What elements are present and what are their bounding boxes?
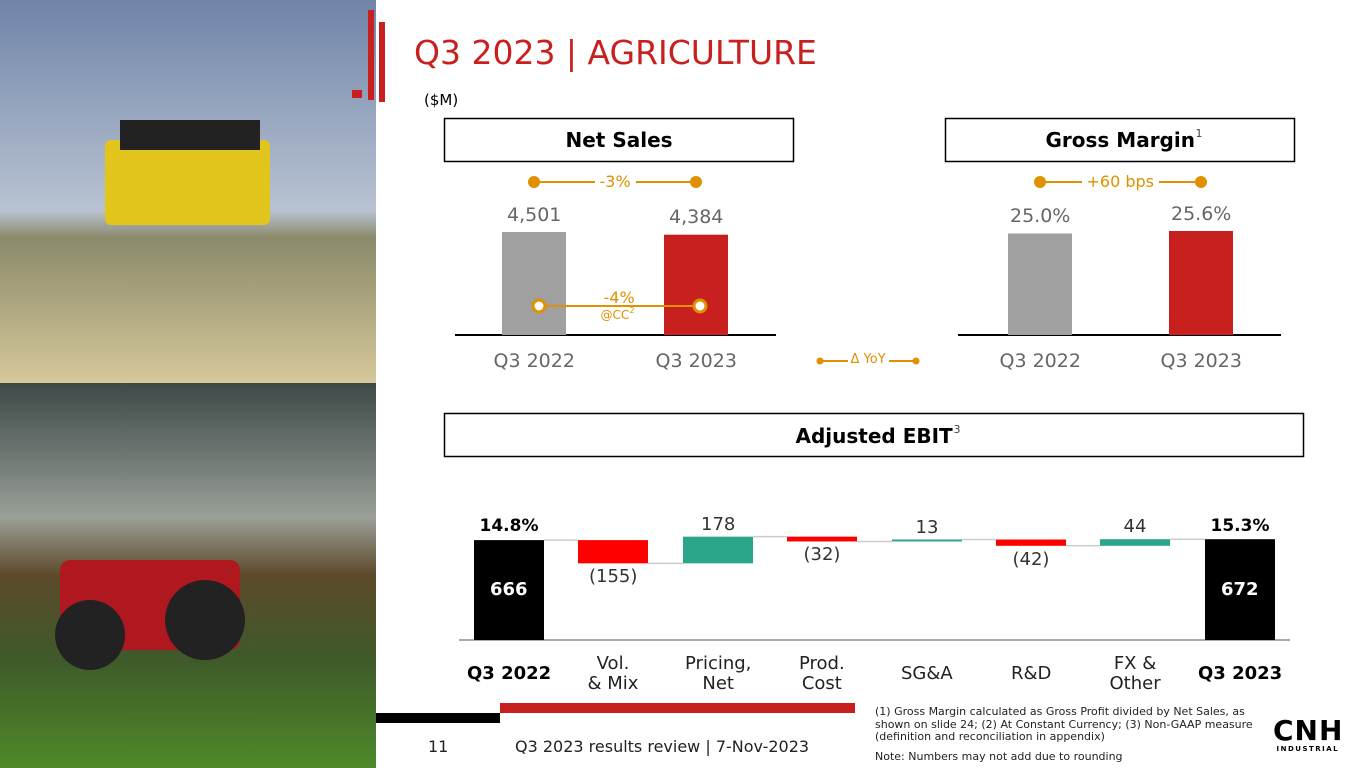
title-sup: 1 xyxy=(1195,127,1203,140)
x-tick-label: SG&A xyxy=(901,663,953,684)
tractor-wheel xyxy=(165,580,245,660)
bar xyxy=(787,536,857,542)
connector-dot xyxy=(692,298,708,314)
connector-dot xyxy=(531,298,547,314)
value-label: (32) xyxy=(803,544,841,566)
x-tick-label: Q3 2023 xyxy=(655,349,737,372)
value-label: 25.6% xyxy=(1171,202,1232,225)
change-cc-label: -4% xyxy=(603,288,635,307)
value-label: 178 xyxy=(701,513,736,535)
value-label: (42) xyxy=(1012,548,1050,570)
cc-note-sup: 2 xyxy=(629,305,635,315)
margin-label: 14.8% xyxy=(479,515,539,536)
bar xyxy=(892,539,962,542)
footer-bar xyxy=(376,713,500,723)
page-number: 11 xyxy=(428,737,449,756)
x-tick-label: Q3 2022 xyxy=(467,663,552,684)
connector-dot xyxy=(1195,176,1207,188)
connector-dot xyxy=(1034,176,1046,188)
x-tick-label: Prod. Cost xyxy=(799,653,845,694)
logo: CNH xyxy=(1273,713,1344,747)
value-label: 4,501 xyxy=(507,203,562,226)
accent xyxy=(379,22,385,102)
box xyxy=(443,412,1305,458)
bar xyxy=(578,540,648,564)
connector-dot xyxy=(690,176,702,188)
legend-label: Δ YoY xyxy=(847,352,889,368)
accent xyxy=(368,10,374,100)
value-label: (155) xyxy=(589,566,638,588)
cc-note: @CC xyxy=(600,307,630,322)
accent xyxy=(352,90,362,98)
x-tick-label: Q3 2022 xyxy=(493,349,575,372)
change-label: +60 bps xyxy=(1081,173,1159,191)
title-sup: 3 xyxy=(953,423,961,436)
x-tick-label: Vol. & Mix xyxy=(587,653,639,694)
logo-sub: INDUSTRIAL xyxy=(1276,745,1340,753)
legend-dot xyxy=(816,357,824,365)
x-tick-label: R&D xyxy=(1011,663,1052,684)
bar xyxy=(996,539,1066,546)
bar xyxy=(664,234,728,335)
combine-body xyxy=(105,140,270,225)
slide-title: Q3 2023 | AGRICULTURE xyxy=(414,33,817,72)
box xyxy=(944,117,1296,163)
bar xyxy=(1008,233,1072,335)
value-label: 25.0% xyxy=(1010,204,1071,227)
footnotes: (1) Gross Margin calculated as Gross Pro… xyxy=(875,705,1253,744)
rounding-note: Note: Numbers may not add due to roundin… xyxy=(875,750,1123,763)
box xyxy=(443,117,795,163)
connector-dot xyxy=(528,176,540,188)
x-tick-label: Pricing, Net xyxy=(685,653,752,694)
change-label: -3% xyxy=(594,173,636,191)
bar xyxy=(1205,539,1275,640)
combine-cab xyxy=(120,120,260,150)
margin-label: 15.3% xyxy=(1210,515,1270,536)
value-label: 13 xyxy=(915,516,939,538)
chart-title: Gross Margin xyxy=(1045,128,1195,152)
x-tick-label: FX & Other xyxy=(1109,653,1161,694)
tractor-wheel xyxy=(55,600,125,670)
x-tick-label: Q3 2023 xyxy=(1160,349,1242,372)
chart-title: Net Sales xyxy=(565,128,673,152)
chart-title: Adjusted EBIT xyxy=(795,424,953,448)
footer-text: Q3 2023 results review | 7-Nov-2023 xyxy=(515,737,810,756)
bar xyxy=(1169,231,1233,335)
bar xyxy=(683,536,753,564)
value-label: 4,384 xyxy=(669,206,724,229)
footer-bar xyxy=(500,703,855,713)
bar xyxy=(474,540,544,640)
x-tick-label: Q3 2022 xyxy=(999,349,1081,372)
bar xyxy=(1100,539,1170,546)
value-label: 44 xyxy=(1123,516,1147,538)
unit: ($M) xyxy=(424,90,459,109)
x-tick-label: Q3 2023 xyxy=(1198,663,1283,684)
bar xyxy=(502,232,566,335)
value-label: 666 xyxy=(490,579,528,601)
legend-dot xyxy=(912,357,920,365)
value-label: 672 xyxy=(1221,578,1259,600)
